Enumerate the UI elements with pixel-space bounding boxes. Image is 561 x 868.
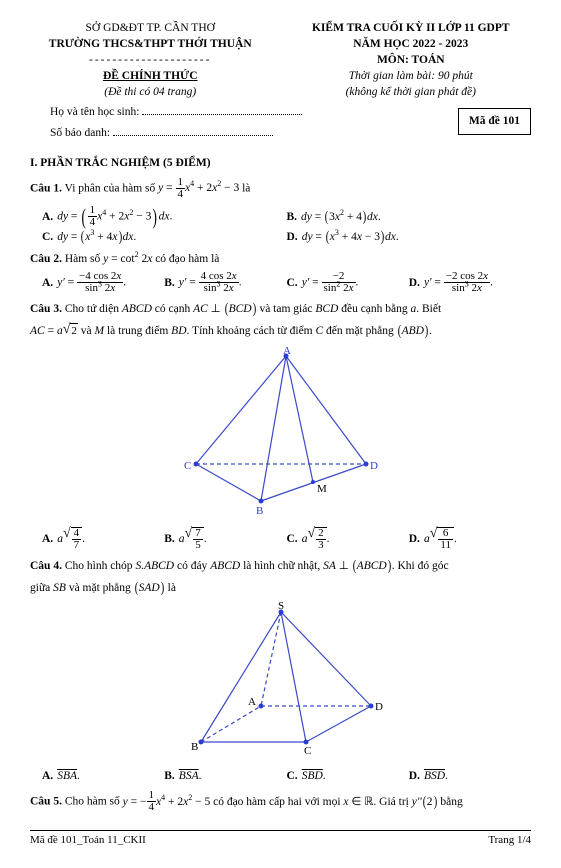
q4-opt-b: BSA.	[179, 768, 202, 784]
question-2: Câu 2. Hàm số y = cot2 2x có đạo hàm là	[30, 251, 531, 267]
opt-c-label: C.	[287, 531, 298, 547]
q3-text2: và M là trung điểm BD. Tính khoảng cách …	[81, 325, 432, 337]
q2-opt-c: y' = −2sin2 2x.	[302, 271, 359, 295]
q4-opt-c: SBD.	[302, 768, 326, 784]
question-4: Câu 4. Cho hình chóp S.ABCD có đáy ABCD …	[30, 558, 531, 574]
opt-d-label: D.	[409, 531, 420, 547]
svg-text:M: M	[317, 483, 327, 495]
opt-b-label: B.	[287, 209, 298, 225]
q1-text-b: là	[242, 182, 250, 194]
q3-formula: AC = a√2	[30, 325, 78, 337]
q2-formula: y = cot2 2x	[103, 253, 152, 265]
footer-left: Mã đề 101_Toán 11_CKII	[30, 833, 146, 848]
opt-b-label: B.	[164, 768, 175, 784]
q2-label: Câu 2.	[30, 253, 62, 265]
opt-b-label: B.	[164, 531, 175, 547]
question-5: Câu 5. Cho hàm số y = −14x4 + 2x2 − 5 có…	[30, 790, 531, 814]
q4-text2: giữa SB và mặt phẳng (SAD) là	[30, 582, 176, 594]
q2-opt-a: y' = −4 cos 2xsin3 2x.	[57, 271, 126, 295]
q2-text-a: Hàm số	[65, 253, 103, 265]
q2-opt-b: y' = 4 cos 2xsin3 2x.	[179, 271, 242, 295]
opt-d-label: D.	[409, 275, 420, 291]
opt-c-label: C.	[287, 768, 298, 784]
svg-text:S: S	[278, 602, 284, 612]
exam-code-box: Mã đề 101	[458, 108, 531, 134]
q1-label: Câu 1.	[30, 182, 62, 194]
q3-options: A. a√47. B. a√75. C. a√23. D. a√611.	[42, 527, 531, 552]
q3-opt-b: a√75.	[179, 527, 207, 552]
q3-opt-a: a√47.	[57, 527, 85, 552]
q4-text: Cho hình chóp S.ABCD có đáy ABCD là hình…	[65, 560, 449, 572]
tetrahedron-svg: A C B D M	[156, 346, 406, 516]
opt-a-label: A.	[42, 531, 53, 547]
page-footer: Mã đề 101_Toán 11_CKII Trang 1/4	[30, 830, 531, 848]
school: TRƯỜNG THCS&THPT THỚI THUẬN	[30, 36, 270, 52]
q2-options: A. y' = −4 cos 2xsin3 2x. B. y' = 4 cos …	[42, 271, 531, 295]
q5-text-a: Cho hàm số	[65, 796, 123, 808]
page-header: SỞ GD&ĐT TP. CẦN THƠ TRƯỜNG THCS&THPT TH…	[30, 20, 531, 100]
pages-note: (Đề thi có 04 trang)	[30, 84, 270, 100]
pyramid-svg: S B C D A	[161, 602, 401, 757]
official: ĐỀ CHÍNH THỨC	[30, 68, 270, 84]
opt-d-label: D.	[409, 768, 420, 784]
exam-subject: MÔN: TOÁN	[291, 52, 531, 68]
footer-right: Trang 1/4	[488, 833, 531, 848]
opt-c-label: C.	[287, 275, 298, 291]
question-1: Câu 1. Vi phân của hàm số y = 14x4 + 2x2…	[30, 177, 531, 201]
q1-opt-b: dy = (3x2 + 4)dx.	[301, 209, 381, 225]
opt-d-label: D.	[287, 229, 298, 245]
q3-text: Cho tứ diện ABCD có cạnh AC ⊥ (BCD) và t…	[65, 303, 441, 315]
svg-text:C: C	[304, 745, 311, 757]
svg-text:D: D	[370, 460, 378, 472]
q2-opt-d: y' = −2 cos 2xsin3 2x.	[424, 271, 493, 295]
q1-text-a: Vi phân của hàm số	[65, 182, 159, 194]
section-1-title: I. PHẦN TRẮC NGHIỆM (5 ĐIỂM)	[30, 155, 531, 171]
q1-opt-a: dy = (14x4 + 2x2 − 3)dx.	[57, 205, 172, 229]
svg-text:B: B	[191, 741, 198, 753]
q1-opt-d: dy = (x3 + 4x − 3)dx.	[302, 229, 399, 245]
q2-text-b: có đạo hàm là	[155, 253, 219, 265]
q4-opt-d: BSD.	[424, 768, 448, 784]
svg-text:B: B	[256, 505, 263, 516]
svg-text:A: A	[283, 346, 291, 357]
svg-text:A: A	[248, 696, 256, 708]
figure-q3: A C B D M	[30, 346, 531, 521]
question-3-line2: AC = a√2 và M là trung điểm BD. Tính kho…	[30, 323, 531, 340]
opt-a-label: A.	[42, 768, 53, 784]
id-label: Số báo danh:	[50, 127, 110, 139]
header-right: KIỂM TRA CUỐI KỲ II LỚP 11 GDPT NĂM HỌC …	[291, 20, 531, 100]
q5-text-b: có đạo hàm cấp hai với mọi x ∈ ℝ. Giá tr…	[213, 796, 463, 808]
q1-options: A. dy = (14x4 + 2x2 − 3)dx. B. dy = (3x2…	[42, 205, 531, 245]
name-field	[142, 104, 302, 115]
duration-note: (không kể thời gian phát đề)	[291, 84, 531, 100]
q4-opt-a: SBA.	[57, 768, 80, 784]
q4-options: A. SBA. B. BSA. C. SBD. D. BSD.	[42, 768, 531, 784]
question-4-line2: giữa SB và mặt phẳng (SAD) là	[30, 580, 531, 596]
opt-b-label: B.	[164, 275, 175, 291]
svg-text:D: D	[375, 701, 383, 713]
q1-formula: y = 14x4 + 2x2 − 3	[158, 182, 239, 194]
name-label: Họ và tên học sinh:	[50, 106, 139, 118]
dept: SỞ GD&ĐT TP. CẦN THƠ	[30, 20, 270, 36]
exam-title: KIỂM TRA CUỐI KỲ II LỚP 11 GDPT	[291, 20, 531, 36]
q1-opt-c: dy = (x3 + 4x)dx.	[57, 229, 136, 245]
figure-q4: S B C D A	[30, 602, 531, 762]
opt-c-label: C.	[42, 229, 53, 245]
svg-text:C: C	[184, 460, 191, 472]
q4-label: Câu 4.	[30, 560, 62, 572]
q5-label: Câu 5.	[30, 796, 62, 808]
header-left: SỞ GD&ĐT TP. CẦN THƠ TRƯỜNG THCS&THPT TH…	[30, 20, 270, 100]
opt-a-label: A.	[42, 275, 53, 291]
separator: ---------------------	[30, 52, 270, 68]
duration: Thời gian làm bài: 90 phút	[291, 68, 531, 84]
q3-opt-d: a√611.	[424, 527, 457, 552]
student-block: Họ và tên học sinh: Số báo danh: Mã đề 1…	[30, 100, 531, 144]
exam-year: NĂM HỌC 2022 - 2023	[291, 36, 531, 52]
q5-formula: y = −14x4 + 2x2 − 5	[123, 796, 211, 808]
q3-label: Câu 3.	[30, 303, 62, 315]
opt-a-label: A.	[42, 209, 53, 225]
question-3: Câu 3. Cho tứ diện ABCD có cạnh AC ⊥ (BC…	[30, 301, 531, 317]
q3-opt-c: a√23.	[302, 527, 330, 552]
id-field	[113, 125, 273, 136]
